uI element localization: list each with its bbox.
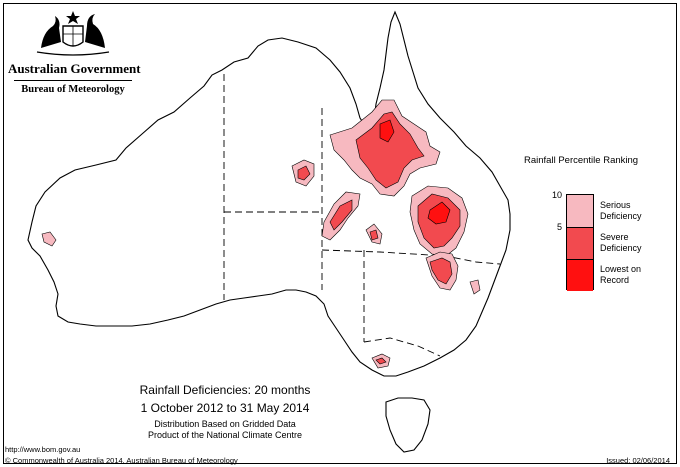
serious-deficiency-region [469,279,481,295]
lowest-on-record-region [379,119,395,143]
bureau-title: Bureau of Meteorology [21,84,125,95]
legend-label-text: Severe Deficiency [600,232,642,253]
map-legend: Rainfall Percentile Ranking 10 5 Serious… [524,155,674,291]
legend-tick: 5 [556,222,562,232]
legend-label-text: Lowest on Record [600,264,642,285]
legend-label-text: Serious Deficiency [600,200,642,221]
government-title: Australian Government [8,61,141,76]
severe-deficiency-region [429,257,453,285]
severe-deficiency-region [297,165,311,181]
issued-date: Issued: 02/06/2014 [606,456,670,465]
caption-title: Rainfall Deficiencies: 20 months [139,383,311,397]
legend-color-scale [566,194,594,291]
serious-deficiency-region [41,231,57,247]
coat-of-arms-icon [36,11,110,56]
legend-swatch-lowest [567,259,593,291]
logo-divider [14,80,132,81]
map-caption: Rainfall Deficiencies: 20 months 1 Octob… [110,383,340,441]
caption-dates: 1 October 2012 to 31 May 2014 [140,401,310,415]
severe-deficiency-region [369,229,379,241]
copyright-notice: © Commonwealth of Australia 2014, Austra… [5,456,238,465]
severe-deficiency-region [375,357,387,365]
legend-tick: 10 [551,190,562,200]
legend-label: Severe Deficiency [600,232,652,254]
deficiency-regions [41,99,481,369]
legend-label: Serious Deficiency [600,200,652,222]
caption-note-line: Distribution Based on Gridded Data [154,419,296,429]
source-url: http://www.bom.gov.au [5,445,81,454]
legend-label: Lowest on Record [600,264,652,286]
legend-swatch-serious [567,195,593,227]
legend-title: Rainfall Percentile Ranking [524,155,639,166]
lowest-on-record-region [427,201,451,225]
severe-deficiency-region [355,111,425,189]
legend-swatch-severe [567,227,593,259]
government-logo-block: Australian Government Bureau of Meteorol… [8,8,141,95]
tasmania-outline [385,397,431,453]
caption-note-line: Product of the National Climate Centre [147,430,303,440]
map-frame [3,3,677,464]
severe-deficiency-region [329,199,353,231]
